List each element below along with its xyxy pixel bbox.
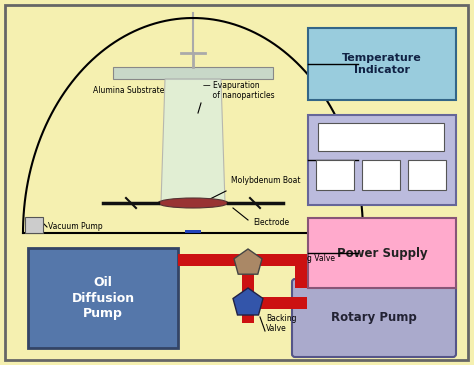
FancyBboxPatch shape [292, 279, 456, 357]
FancyBboxPatch shape [178, 254, 248, 266]
FancyBboxPatch shape [254, 254, 301, 266]
FancyBboxPatch shape [308, 28, 456, 100]
FancyBboxPatch shape [316, 160, 354, 190]
Text: — Evapuration
    of nanoparticles: — Evapuration of nanoparticles [203, 81, 274, 100]
Text: Instr
Board: Instr Board [328, 170, 342, 180]
FancyBboxPatch shape [318, 123, 444, 151]
Text: Electrode: Electrode [253, 218, 289, 227]
Text: Backing
Valve: Backing Valve [266, 314, 297, 333]
FancyBboxPatch shape [28, 248, 178, 348]
Text: —Roughing Valve: —Roughing Valve [268, 254, 335, 263]
FancyBboxPatch shape [25, 217, 43, 233]
Text: Power Supply: Power Supply [337, 246, 428, 260]
Text: Penning
Gauge: Penning Gauge [417, 170, 437, 180]
FancyBboxPatch shape [408, 160, 446, 190]
Text: Vacuum Pump: Vacuum Pump [48, 222, 103, 231]
Polygon shape [233, 288, 263, 315]
Text: Molybdenum Boat: Molybdenum Boat [231, 176, 301, 185]
Text: Indication: Indication [360, 132, 402, 142]
Text: Alumina Substrate: Alumina Substrate [93, 86, 164, 95]
Text: Rotary Pump: Rotary Pump [331, 311, 417, 324]
FancyBboxPatch shape [5, 5, 468, 360]
FancyBboxPatch shape [308, 218, 456, 288]
FancyBboxPatch shape [308, 115, 456, 205]
Text: Temperature
Indicator: Temperature Indicator [342, 53, 422, 75]
Text: Oil
Diffusion
Pump: Oil Diffusion Pump [72, 277, 135, 319]
FancyBboxPatch shape [113, 67, 273, 79]
Text: Pirani
Gauge: Pirani Gauge [373, 170, 389, 180]
FancyBboxPatch shape [254, 297, 307, 309]
Polygon shape [161, 79, 225, 203]
FancyBboxPatch shape [242, 260, 254, 323]
FancyBboxPatch shape [185, 230, 201, 233]
FancyBboxPatch shape [295, 254, 307, 288]
Polygon shape [234, 249, 262, 274]
Ellipse shape [158, 198, 228, 208]
FancyBboxPatch shape [362, 160, 400, 190]
